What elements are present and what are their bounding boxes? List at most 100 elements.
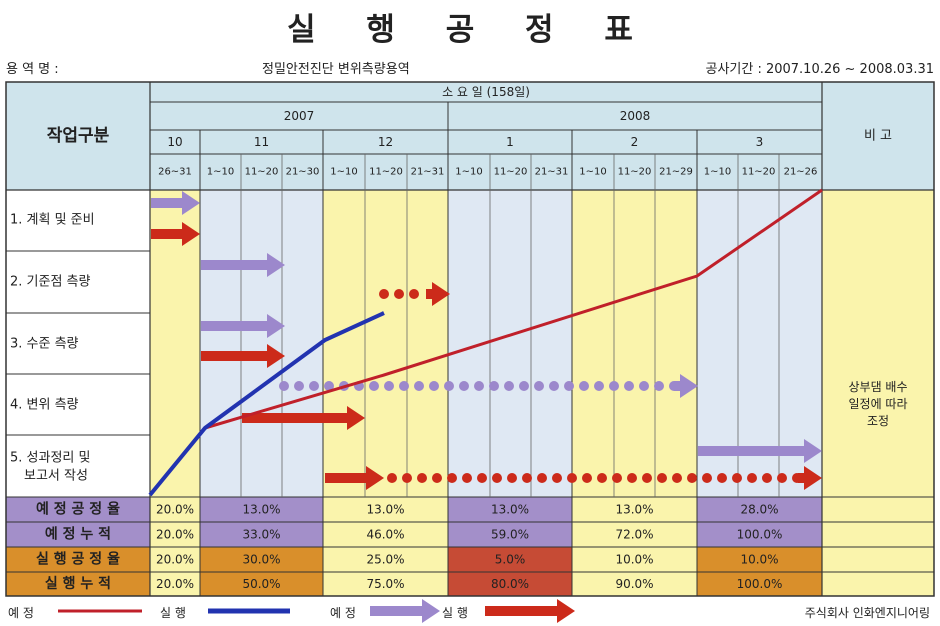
summary-cell-bg <box>150 572 200 596</box>
planned-dotted-arrow <box>399 381 409 391</box>
summary-row-label: 예 정 공 정 율 <box>36 501 120 518</box>
summary-value: 20.0% <box>156 503 194 517</box>
planned-dotted-arrow <box>369 381 379 391</box>
actual-dotted-arrow <box>477 473 487 483</box>
planned-dotted-arrow <box>534 381 544 391</box>
planned-dotted-arrow <box>504 381 514 391</box>
project-name: 정밀안전진단 변위측량용역 <box>262 62 410 77</box>
company-name: 주식회사 인화엔지니어링 <box>804 606 930 620</box>
period-label: 1~10 <box>455 167 482 178</box>
planned-dotted-arrow <box>564 381 574 391</box>
period-label: 21~29 <box>659 167 693 178</box>
actual-dotted-arrow <box>522 473 532 483</box>
summary-cell-bg <box>572 572 697 596</box>
actual-arrow <box>325 466 384 490</box>
actual-dotted-arrow <box>672 473 682 483</box>
summary-cell-bg <box>323 547 448 572</box>
period-label: 21~31 <box>535 167 569 178</box>
planned-arrow <box>151 191 200 215</box>
period-label: 11~20 <box>618 167 652 178</box>
actual-dotted-arrow <box>492 473 502 483</box>
summary-label-bg <box>6 522 150 547</box>
period-label: 11~20 <box>742 167 776 178</box>
planned-dotted-arrow <box>414 381 424 391</box>
actual-dotted-arrow <box>717 473 727 483</box>
actual-dotted-arrow <box>379 289 389 299</box>
summary-remarks-bg <box>822 572 934 596</box>
month-label: 10 <box>167 135 182 149</box>
month-column-bg <box>448 190 572 497</box>
summary-cell-bg <box>572 522 697 547</box>
summary-value: 28.0% <box>740 503 778 517</box>
actual-dotted-arrow <box>702 473 712 483</box>
task-label: 4. 변위 측량 <box>10 398 79 413</box>
summary-cell-bg <box>697 497 822 522</box>
period-label: 1~10 <box>579 167 606 178</box>
summary-value: 75.0% <box>366 577 404 591</box>
actual-dotted-arrow <box>612 473 622 483</box>
summary-value: 5.0% <box>495 553 526 567</box>
summary-remarks-bg <box>822 497 934 522</box>
actual-dotted-arrow <box>447 473 457 483</box>
summary-value: 13.0% <box>242 503 280 517</box>
remark-text: 일정에 따라 <box>848 397 907 411</box>
actual-arrow <box>201 344 285 368</box>
summary-cell-bg <box>697 547 822 572</box>
duration-header: 소 요 일 (158일) <box>442 85 530 99</box>
summary-value: 100.0% <box>737 577 783 591</box>
actual-dotted-arrow <box>432 473 442 483</box>
period-label: 11~20 <box>369 167 403 178</box>
actual-dotted-arrow <box>597 473 607 483</box>
summary-value: 10.0% <box>740 553 778 567</box>
work-category-header: 작업구분 <box>47 126 110 146</box>
period-label: 11~20 <box>494 167 528 178</box>
planned-dotted-arrow <box>579 381 589 391</box>
month-column-bg <box>572 190 697 497</box>
summary-cell-bg <box>150 547 200 572</box>
period-label: 26~31 <box>158 167 192 178</box>
planned-dotted-arrow <box>279 381 289 391</box>
actual-dotted-arrow <box>642 473 652 483</box>
summary-cell-bg <box>200 497 323 522</box>
summary-value: 10.0% <box>615 553 653 567</box>
planned-dotted-arrow <box>674 374 698 398</box>
legend-actual-arrow <box>485 599 575 623</box>
construction-period: 공사기간 : 2007.10.26 ~ 2008.03.31 <box>705 62 934 77</box>
summary-cell-bg <box>323 522 448 547</box>
summary-row-label: 실 행 공 정 율 <box>36 551 120 568</box>
summary-value: 100.0% <box>737 528 783 542</box>
actual-dotted-arrow <box>627 473 637 483</box>
project-label: 용 역 명 : <box>6 62 59 77</box>
actual-dotted-arrow <box>409 289 419 299</box>
planned-dotted-arrow <box>594 381 604 391</box>
summary-value: 20.0% <box>156 528 194 542</box>
summary-remarks-bg <box>822 522 934 547</box>
summary-value: 13.0% <box>366 503 404 517</box>
summary-cell-bg <box>572 497 697 522</box>
actual-arrow <box>151 222 200 246</box>
year-2008: 2008 <box>620 109 651 123</box>
actual-dotted-arrow <box>567 473 577 483</box>
month-column-bg <box>697 190 822 497</box>
legend-planned-line-label: 예 정 <box>8 606 34 620</box>
year-2007: 2007 <box>284 109 315 123</box>
task-label: 5. 성과정리 및 <box>10 451 90 466</box>
actual-dotted-arrow <box>762 473 772 483</box>
remarks-header: 비 고 <box>864 129 892 144</box>
summary-cell-bg <box>448 497 572 522</box>
summary-value: 80.0% <box>491 577 529 591</box>
actual-dotted-arrow <box>394 289 404 299</box>
summary-value: 30.0% <box>242 553 280 567</box>
month-label: 12 <box>378 135 393 149</box>
planned-arrow <box>201 314 285 338</box>
page-title: 실 행 공 정 표 <box>287 12 653 48</box>
actual-progress-line <box>148 311 385 497</box>
planned-progress-line <box>204 188 823 430</box>
legend-planned-arrow-label: 예 정 <box>330 606 356 620</box>
planned-dotted-arrow <box>654 381 664 391</box>
month-label: 3 <box>756 135 764 149</box>
task-label: 3. 수준 측량 <box>10 337 79 352</box>
month-label: 2 <box>631 135 639 149</box>
month-label: 1 <box>506 135 514 149</box>
summary-row-label: 실 행 누 적 <box>45 575 111 592</box>
